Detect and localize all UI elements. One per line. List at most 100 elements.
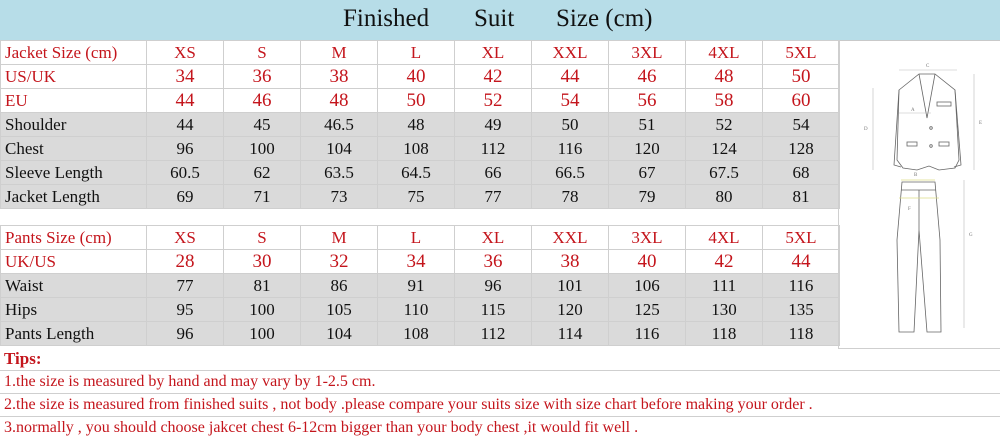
tips-heading: Tips: [0, 348, 1000, 371]
table-cell: 38 [300, 64, 378, 89]
tip-2: 2.the size is measured from finished sui… [0, 394, 1000, 417]
table-cell: 135 [762, 297, 840, 322]
table-cell: 81 [223, 273, 301, 298]
table-cell: 48 [300, 88, 378, 113]
table-cell: 67.5 [685, 160, 763, 185]
size-header-cell: S [223, 225, 301, 250]
jacket-drawing-icon [893, 73, 962, 171]
title-word-finished: Finished [343, 5, 430, 32]
size-header-cell: M [300, 225, 378, 250]
table-cell: 77 [146, 273, 224, 298]
size-header-cell: XS [146, 225, 224, 250]
table-cell: 67 [608, 160, 686, 185]
table-cell: 116 [762, 273, 840, 298]
table-cell: 100 [223, 136, 301, 161]
table-cell: 69 [146, 184, 224, 209]
table-cell: 40 [377, 64, 455, 89]
row-label: Sleeve Length [0, 160, 147, 185]
row-label: Chest [0, 136, 147, 161]
diagram-label-b: B [914, 173, 918, 178]
table-row: Waist 77 81 86 91 96 101 106 111 116 [0, 273, 840, 298]
table-cell: 101 [531, 273, 609, 298]
table-cell: 78 [531, 184, 609, 209]
table-cell: 96 [146, 136, 224, 161]
table-cell: 112 [454, 136, 532, 161]
table-cell: 60 [762, 88, 840, 113]
table-cell: 54 [762, 112, 840, 137]
table-cell: 46 [608, 64, 686, 89]
row-label: Pants Size (cm) [0, 225, 147, 250]
suit-measurement-diagram: C A D E B F G [838, 40, 1000, 349]
size-header-cell: 5XL [762, 40, 840, 65]
table-cell: 50 [377, 88, 455, 113]
table-cell: 106 [608, 273, 686, 298]
table-cell: 32 [300, 249, 378, 274]
tip-3: 3.normally , you should choose jakcet ch… [4, 419, 639, 436]
pants-drawing-icon [896, 181, 942, 333]
table-cell: 54 [531, 88, 609, 113]
table-cell: 81 [762, 184, 840, 209]
table-cell: 62 [223, 160, 301, 185]
table-cell: 45 [223, 112, 301, 137]
table-cell: 46 [223, 88, 301, 113]
table-cell: 104 [300, 136, 378, 161]
jacket-header-row: Jacket Size (cm) XS S M L XL XXL 3XL 4XL 5XL [0, 40, 840, 65]
table-row: US/UK 34 36 38 40 42 44 46 48 50 [0, 64, 840, 89]
table-cell: 120 [608, 136, 686, 161]
table-cell: 44 [762, 249, 840, 274]
table-cell: 111 [685, 273, 763, 298]
table-cell: 116 [608, 321, 686, 346]
table-row: Hips 95 100 105 110 115 120 125 130 135 [0, 297, 840, 322]
table-cell: 36 [454, 249, 532, 274]
table-cell: 36 [223, 64, 301, 89]
table-cell: 115 [454, 297, 532, 322]
table-cell: 91 [377, 273, 455, 298]
diagram-label-a: A [911, 108, 915, 113]
size-header-cell: XXL [531, 40, 609, 65]
table-cell: 130 [685, 297, 763, 322]
table-row: Sleeve Length 60.5 62 63.5 64.5 66 66.5 67 67.5 6… [0, 160, 840, 185]
size-header-cell: 4XL [685, 225, 763, 250]
table-cell: 28 [146, 249, 224, 274]
size-header-cell: 3XL [608, 225, 686, 250]
table-row: Shoulder 44 45 46.5 48 49 50 51 52 54 [0, 112, 840, 137]
row-label: Jacket Length [0, 184, 147, 209]
table-cell: 75 [377, 184, 455, 209]
jacket-size-table: Jacket Size (cm) XS S M L XL XXL 3XL 4XL 5XL US/UK… [0, 40, 840, 209]
table-cell: 51 [608, 112, 686, 137]
row-label: UK/US [0, 249, 147, 274]
table-cell: 112 [454, 321, 532, 346]
table-row: EU 44 46 48 50 52 54 56 58 60 [0, 88, 840, 113]
table-cell: 73 [300, 184, 378, 209]
size-header-cell: XXL [531, 225, 609, 250]
row-label: US/UK [0, 64, 147, 89]
table-cell: 44 [146, 88, 224, 113]
table-cell: 79 [608, 184, 686, 209]
table-cell: 100 [223, 321, 301, 346]
table-cell: 128 [762, 136, 840, 161]
table-cell: 44 [531, 64, 609, 89]
diagram-label-d: D [864, 127, 868, 132]
row-label: Waist [0, 273, 147, 298]
size-header-cell: M [300, 40, 378, 65]
table-cell: 125 [608, 297, 686, 322]
table-cell: 71 [223, 184, 301, 209]
table-cell: 44 [146, 112, 224, 137]
table-row: Pants Length 96 100 104 108 112 114 116 118 118 [0, 321, 840, 346]
diagram-label-e: E [979, 121, 982, 126]
table-cell: 114 [531, 321, 609, 346]
row-label: Hips [0, 297, 147, 322]
table-cell: 42 [454, 64, 532, 89]
size-header-cell: XS [146, 40, 224, 65]
table-cell: 52 [685, 112, 763, 137]
size-header-cell: L [377, 40, 455, 65]
size-header-cell: 4XL [685, 40, 763, 65]
table-cell: 63.5 [300, 160, 378, 185]
table-cell: 100 [223, 297, 301, 322]
row-label: Pants Length [0, 321, 147, 346]
table-row: UK/US 28 30 32 34 36 38 40 42 44 [0, 249, 840, 274]
table-cell: 66.5 [531, 160, 609, 185]
row-label: Jacket Size (cm) [0, 40, 147, 65]
size-header-cell: L [377, 225, 455, 250]
